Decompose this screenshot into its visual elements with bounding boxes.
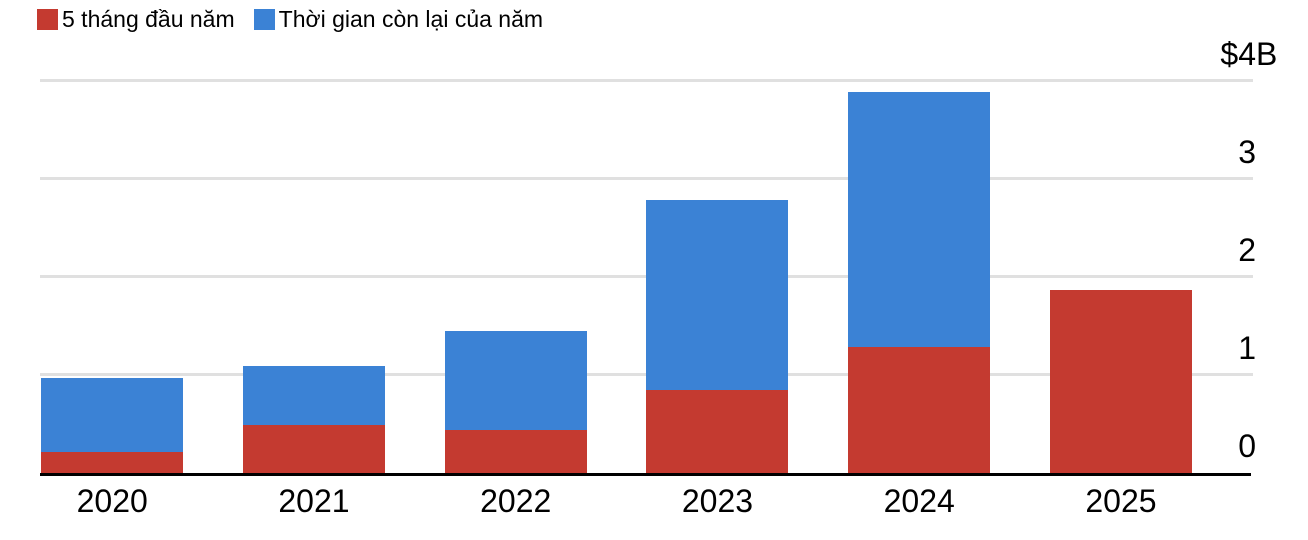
y-axis-tick-label: 2 (1238, 232, 1256, 268)
legend-swatch-first-5-months (37, 9, 58, 30)
bar-segment-first-5-months (444, 429, 587, 473)
gridline (40, 79, 1253, 82)
x-axis-tick-label: 2022 (480, 483, 552, 519)
legend-item-rest-of-year: Thời gian còn lại của năm (253, 6, 544, 32)
x-axis-tick-label: 2023 (681, 483, 754, 519)
bar-segment-rest-of-year (646, 199, 789, 390)
y-axis-tick-label: $4 B (1220, 35, 1277, 73)
gridline (40, 177, 1253, 180)
x-axis-tick-label: 2024 (883, 483, 955, 519)
bar-segment-first-5-months (41, 452, 184, 473)
bar-segment-rest-of-year (444, 330, 587, 430)
y-axis-unit-suffix: B (1256, 36, 1278, 72)
x-axis-tick-label: 2020 (76, 483, 148, 519)
x-axis-tick-label: 2021 (278, 483, 350, 519)
legend-label-rest-of-year: Thời gian còn lại của năm (278, 6, 544, 32)
legend: 5 tháng đầu năm Thời gian còn lại của nă… (37, 8, 543, 31)
bar-segment-first-5-months (1049, 289, 1192, 473)
bar-segment-first-5-months (242, 424, 385, 473)
legend-swatch-rest-of-year (253, 9, 275, 30)
bar-segment-rest-of-year (848, 91, 991, 347)
bar-segment-first-5-months (848, 346, 991, 473)
y-axis-tick-label: 0 (1238, 428, 1256, 464)
bar-segment-rest-of-year (242, 366, 385, 425)
x-axis-line (40, 473, 1251, 476)
bar-segment-first-5-months (646, 389, 789, 473)
y-axis-tick-value: $4 (1220, 36, 1256, 72)
y-axis-tick-label: 1 (1238, 330, 1256, 366)
legend-item-first-5-months: 5 tháng đầu năm (37, 8, 235, 31)
y-axis-tick-label: 3 (1238, 134, 1256, 170)
bar-segment-rest-of-year (41, 377, 184, 453)
x-axis-tick-label: 2025 (1085, 483, 1157, 519)
legend-label-first-5-months: 5 tháng đầu năm (62, 6, 235, 32)
